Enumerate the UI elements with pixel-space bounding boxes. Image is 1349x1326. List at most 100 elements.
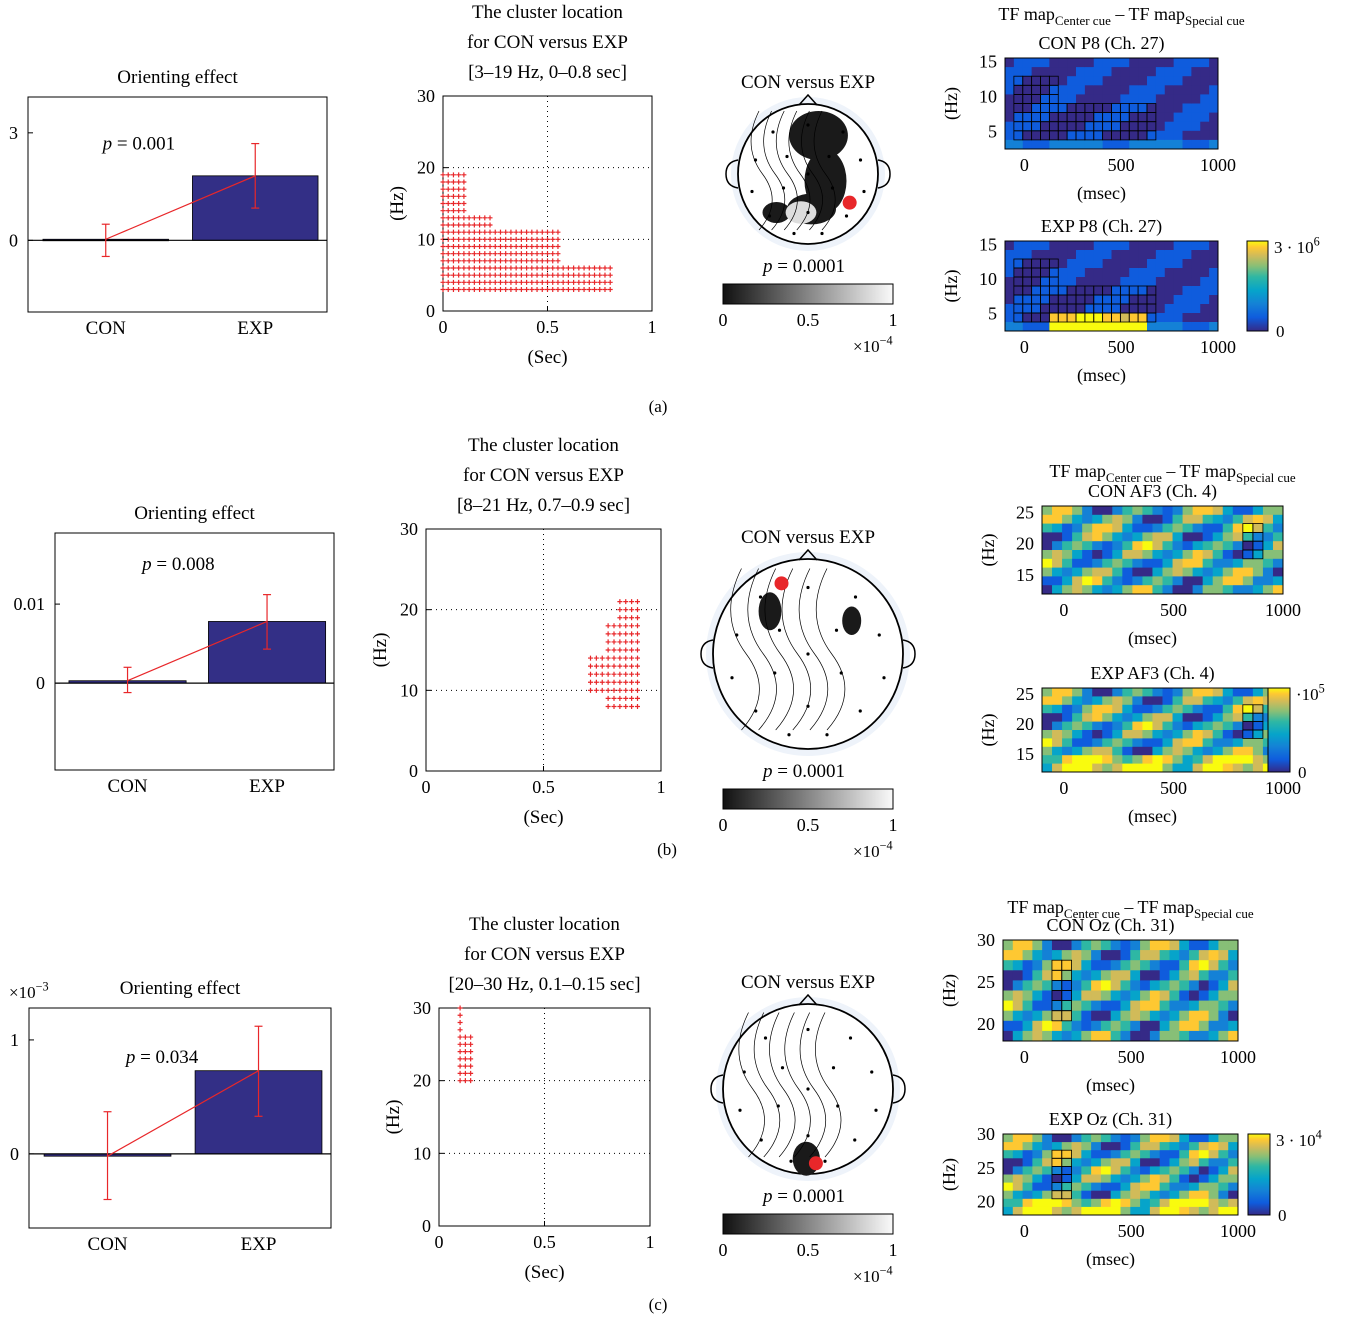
tf-cell (1152, 541, 1163, 551)
tf-cell (1092, 721, 1103, 731)
tf-cell (1120, 1198, 1131, 1208)
tf-cell (1182, 585, 1194, 595)
tf-cell (1198, 970, 1210, 981)
tf-cell (1252, 704, 1264, 714)
cluster-point (482, 244, 488, 249)
tf-cell (1202, 506, 1214, 516)
tf-cell (1102, 250, 1112, 260)
cluster-point (611, 687, 617, 693)
tf-cell (1005, 58, 1015, 68)
cluster-point (629, 631, 635, 637)
cluster-point (508, 236, 514, 242)
cluster-point (513, 279, 519, 285)
tf-cell (1100, 1158, 1112, 1167)
tf-cell (1191, 94, 1201, 104)
tf-cell (1182, 704, 1194, 714)
tf-cell (1120, 139, 1130, 150)
tf-cell (1102, 67, 1112, 77)
tf-cell (1100, 1174, 1112, 1184)
p-value: p = 0.0001 (761, 256, 845, 277)
cluster-point (508, 251, 514, 257)
tf-cell (1081, 1150, 1092, 1159)
tf-cell (1102, 112, 1112, 123)
tf-cell (1042, 541, 1053, 551)
electrode-dot (806, 704, 810, 708)
x-axis-label: (Sec) (527, 347, 567, 368)
cluster-point (456, 287, 462, 292)
tf-cell (1072, 730, 1083, 739)
cluster-point (497, 258, 503, 264)
tf-cell (1179, 1206, 1190, 1216)
x-tick-label: CON (86, 318, 126, 339)
cluster-point (471, 258, 477, 264)
cluster-point (471, 236, 477, 242)
tf-cell (1012, 1190, 1024, 1200)
tf-cell (1272, 576, 1284, 586)
cluster-point (461, 287, 467, 292)
tf-cell (1155, 322, 1166, 332)
tf-cell (1042, 980, 1053, 991)
tf-cell (1076, 277, 1086, 287)
tf-cell (1149, 950, 1161, 961)
tf-cell (1051, 1206, 1063, 1216)
cluster-point (635, 647, 640, 653)
tf-cell (1155, 58, 1166, 68)
significance-box (1061, 1190, 1072, 1200)
tf-cell (1164, 94, 1175, 104)
significance-box (1146, 130, 1157, 141)
cluster-point (492, 229, 498, 235)
tf-cell (1031, 322, 1041, 332)
cluster-point (508, 272, 514, 278)
tf-cell (1189, 1020, 1200, 1032)
tf-cell (1252, 532, 1264, 542)
tf-cell (1003, 1190, 1014, 1200)
tf-cell (1189, 1182, 1200, 1192)
tf-cell (1076, 304, 1086, 314)
cluster-point (482, 265, 488, 271)
tf-cell (1071, 1150, 1082, 1159)
tf-cell (1200, 85, 1210, 95)
tf-cell (1242, 688, 1254, 697)
x-tick-label: 1000 (1200, 337, 1236, 357)
electrode-dot (792, 231, 796, 236)
tf-cell (1072, 567, 1083, 577)
tf-cell (1140, 990, 1151, 1002)
cluster-point (450, 222, 456, 228)
tf-cell (1222, 576, 1234, 586)
tf-cell (1084, 112, 1095, 123)
tf-cell (1192, 704, 1204, 714)
tf-cell (1061, 960, 1073, 971)
cluster-point (461, 272, 467, 278)
tf-cell (1200, 304, 1210, 314)
tf-cell (1192, 746, 1204, 756)
tf-cell (1112, 558, 1123, 569)
cluster-point (545, 287, 550, 292)
cluster-point (456, 172, 462, 178)
cluster-point (518, 265, 524, 271)
tf-cell (1147, 322, 1157, 332)
tf-cell (1012, 1142, 1024, 1151)
y-tick-label: 0 (10, 1144, 19, 1164)
tf-header: TF mapCenter cue – TF mapSpecial cue (998, 4, 1244, 28)
tf-cell (1232, 738, 1244, 748)
cluster-point (555, 265, 561, 271)
tf-cell (1130, 1142, 1141, 1151)
tf-cell (1198, 1174, 1210, 1184)
tf-cell (1032, 1206, 1043, 1216)
cluster-point (482, 236, 488, 242)
cluster-point (445, 229, 451, 235)
tf-cell (1061, 1206, 1073, 1216)
tf-cell (1032, 1000, 1043, 1012)
tf-cell (1062, 532, 1073, 542)
tf-cell (1172, 585, 1184, 595)
cluster-point (462, 1034, 468, 1040)
tf-cell (1189, 1190, 1200, 1200)
tf-cell (1093, 322, 1104, 332)
tf-cell (1052, 506, 1063, 516)
tf-cell (1222, 696, 1234, 706)
tf-cell (1212, 523, 1224, 533)
tf-cell (1005, 85, 1015, 95)
cluster-point (611, 639, 617, 645)
tf-cell (1081, 1158, 1092, 1167)
